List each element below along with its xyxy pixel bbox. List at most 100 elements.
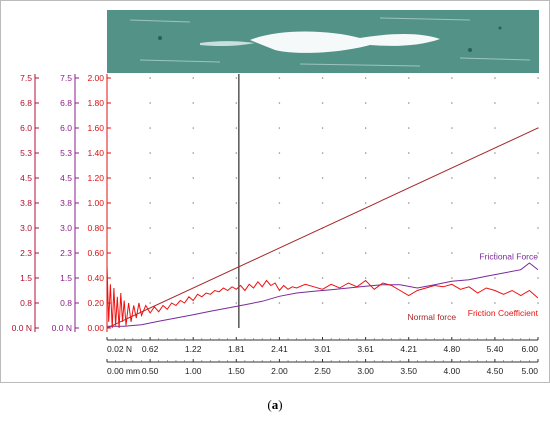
grid-dot	[235, 152, 237, 154]
series-label: Frictional Force	[479, 252, 538, 262]
frictional-force-tick-label: 1.5	[60, 273, 72, 283]
grid-dot	[192, 202, 194, 204]
grid-dot	[408, 127, 410, 129]
grid-dot	[235, 252, 237, 254]
grid-dot	[321, 127, 324, 129]
grid-dot	[537, 202, 539, 204]
normal-force-tick-label: 0.8	[20, 298, 32, 308]
caption-letter: a	[271, 397, 279, 412]
friction-coefficient-tick-label: 1.60	[87, 123, 104, 133]
grid-dot	[235, 102, 237, 104]
grid-dot	[149, 102, 151, 104]
grid-dot	[321, 77, 324, 79]
grid-dot	[278, 277, 281, 279]
friction-coefficient-tick-label: 0.60	[87, 248, 104, 258]
grid-dot	[149, 202, 151, 204]
grid-dot	[451, 102, 453, 104]
grid-dot	[451, 152, 453, 154]
grid-dot	[235, 277, 237, 279]
grid-dot	[451, 277, 453, 279]
x-distance-tick-label: 4.50	[487, 366, 504, 376]
friction-coefficient-tick-label: 2.00	[87, 73, 104, 83]
friction-coefficient-tick-label: 1.20	[87, 173, 104, 183]
frictional-force-tick-label: 6.8	[60, 98, 72, 108]
x-distance-tick-label: 1.50	[228, 366, 245, 376]
x-force-tick-label: 1.81	[228, 344, 245, 354]
grid-dot	[537, 127, 539, 129]
grid-dot	[408, 152, 410, 154]
x-distance-tick-label: 5.00	[521, 366, 538, 376]
grid-dot	[494, 252, 496, 254]
grid-dot	[235, 227, 237, 229]
grid-dot	[451, 252, 453, 254]
grid-dot	[235, 202, 237, 204]
grid-dot	[192, 127, 194, 129]
x-force-tick-label: 4.80	[444, 344, 461, 354]
series-label: Friction Coefficient	[468, 308, 539, 318]
grid-dot	[235, 127, 237, 129]
x-force-tick-label: 3.01	[314, 344, 331, 354]
grid-dot	[192, 302, 194, 304]
grid-dot	[192, 152, 194, 154]
friction-coefficient-tick-label: 0.00	[87, 323, 104, 333]
grid-dot	[494, 302, 496, 304]
figure-caption: (a)	[267, 397, 283, 412]
grid-dot	[321, 102, 324, 104]
grid-dot	[408, 102, 410, 104]
x-distance-tick-label: 3.00	[357, 366, 374, 376]
axes: 7.5 6.8 6.0 5.3 4.5 3.8 3.0 2.3 1.5 0.8 0.0 N 7.5 6.…	[12, 73, 539, 376]
grid-dot	[278, 202, 281, 204]
scratch-micrograph	[107, 10, 539, 73]
grid-dot	[278, 102, 281, 104]
x-distance-tick-label: 2.50	[314, 366, 331, 376]
grid-dot	[537, 152, 539, 154]
x-distance-tick-label: 0.50	[142, 366, 159, 376]
x-force-tick-label: 4.21	[400, 344, 417, 354]
x-distance-tick-label: 2.00	[271, 366, 288, 376]
grid-dot	[149, 127, 151, 129]
grid-dot	[149, 77, 151, 79]
grid-dot	[494, 102, 496, 104]
series-line-normal-force	[107, 127, 538, 329]
grid-dot	[192, 252, 194, 254]
grid-dot	[321, 177, 324, 179]
normal-force-tick-label: 1.5	[20, 273, 32, 283]
grid-dot	[278, 127, 281, 129]
grid-dot	[278, 77, 281, 79]
grid-dot	[192, 77, 194, 79]
grid-dot	[408, 302, 410, 304]
grid-dot	[451, 202, 453, 204]
normal-force-tick-label: 4.5	[20, 173, 32, 183]
grid-dot	[149, 177, 151, 179]
grid-dot	[278, 177, 281, 179]
grid-dot	[365, 227, 367, 229]
normal-force-tick-label: 5.3	[20, 148, 32, 158]
grid-dot	[537, 102, 539, 104]
grid-dot	[321, 277, 324, 279]
x-force-tick-label: 5.40	[487, 344, 504, 354]
normal-force-tick-label: 7.5	[20, 73, 32, 83]
grid-dots	[149, 77, 539, 304]
grid-dot	[278, 152, 281, 154]
grid-dot	[278, 302, 281, 304]
grid-dot	[494, 227, 496, 229]
grid-dot	[408, 227, 410, 229]
frictional-force-tick-label: 3.8	[60, 198, 72, 208]
grid-dot	[537, 302, 539, 304]
normal-force-tick-label: 0.0 N	[12, 323, 32, 333]
grid-dot	[149, 152, 151, 154]
friction-coefficient-tick-label: 0.20	[87, 298, 104, 308]
grid-dot	[278, 227, 281, 229]
grid-dot	[494, 202, 496, 204]
grid-dot	[408, 277, 410, 279]
normal-force-tick-label: 3.8	[20, 198, 32, 208]
grid-dot	[537, 227, 539, 229]
x-distance-tick-label: 3.50	[400, 366, 417, 376]
grid-dot	[537, 177, 539, 179]
grid-dot	[494, 152, 496, 154]
normal-force-tick-label: 3.0	[20, 223, 32, 233]
normal-force-tick-label: 6.8	[20, 98, 32, 108]
grid-dot	[537, 252, 539, 254]
series-labels: Normal force Frictional Force Friction Coe…	[407, 252, 538, 322]
